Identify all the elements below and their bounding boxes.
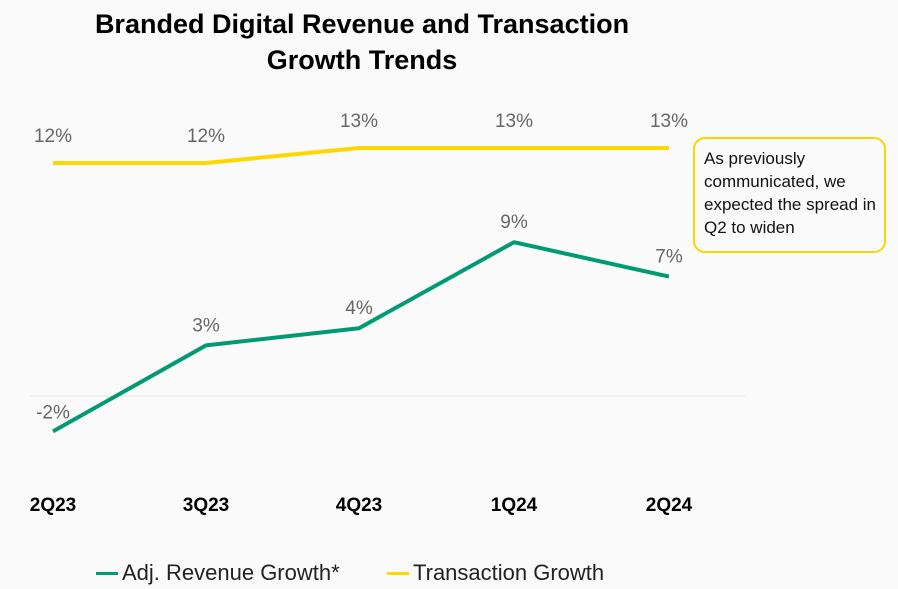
x-tick-label: 2Q23 bbox=[30, 495, 76, 516]
chart-title-line-2: Growth Trends bbox=[266, 45, 458, 75]
data-label: 9% bbox=[500, 212, 528, 233]
x-tick-label: 1Q24 bbox=[491, 495, 538, 516]
data-label: 13% bbox=[340, 111, 378, 132]
data-label: 12% bbox=[187, 126, 225, 147]
series-line-transaction bbox=[53, 146, 669, 165]
series-line-revenue bbox=[52, 240, 670, 434]
data-label: 4% bbox=[345, 298, 373, 319]
data-label: 12% bbox=[34, 126, 72, 147]
legend-label-transaction: Transaction Growth bbox=[413, 560, 605, 585]
x-tick-label: 4Q23 bbox=[336, 495, 382, 516]
data-label: -2% bbox=[36, 402, 70, 423]
legend-swatch-transaction bbox=[387, 571, 409, 575]
x-tick-label: 3Q23 bbox=[183, 495, 229, 516]
x-tick-label: 2Q24 bbox=[646, 495, 693, 516]
annotation-callout: As previously communicated, we expected … bbox=[693, 137, 886, 253]
data-label: 13% bbox=[495, 111, 533, 132]
legend-item-transaction: Transaction Growth bbox=[387, 560, 604, 586]
legend-item-revenue: Adj. Revenue Growth* bbox=[96, 560, 340, 586]
chart-title-line-1: Branded Digital Revenue and Transaction bbox=[94, 9, 630, 39]
data-label: 7% bbox=[655, 247, 683, 268]
chart-title: Branded Digital Revenue and Transaction … bbox=[0, 6, 724, 78]
legend-swatch-revenue bbox=[96, 571, 118, 575]
data-label: 3% bbox=[192, 315, 220, 336]
legend-label-revenue: Adj. Revenue Growth* bbox=[122, 560, 340, 585]
data-label: 13% bbox=[650, 111, 688, 132]
